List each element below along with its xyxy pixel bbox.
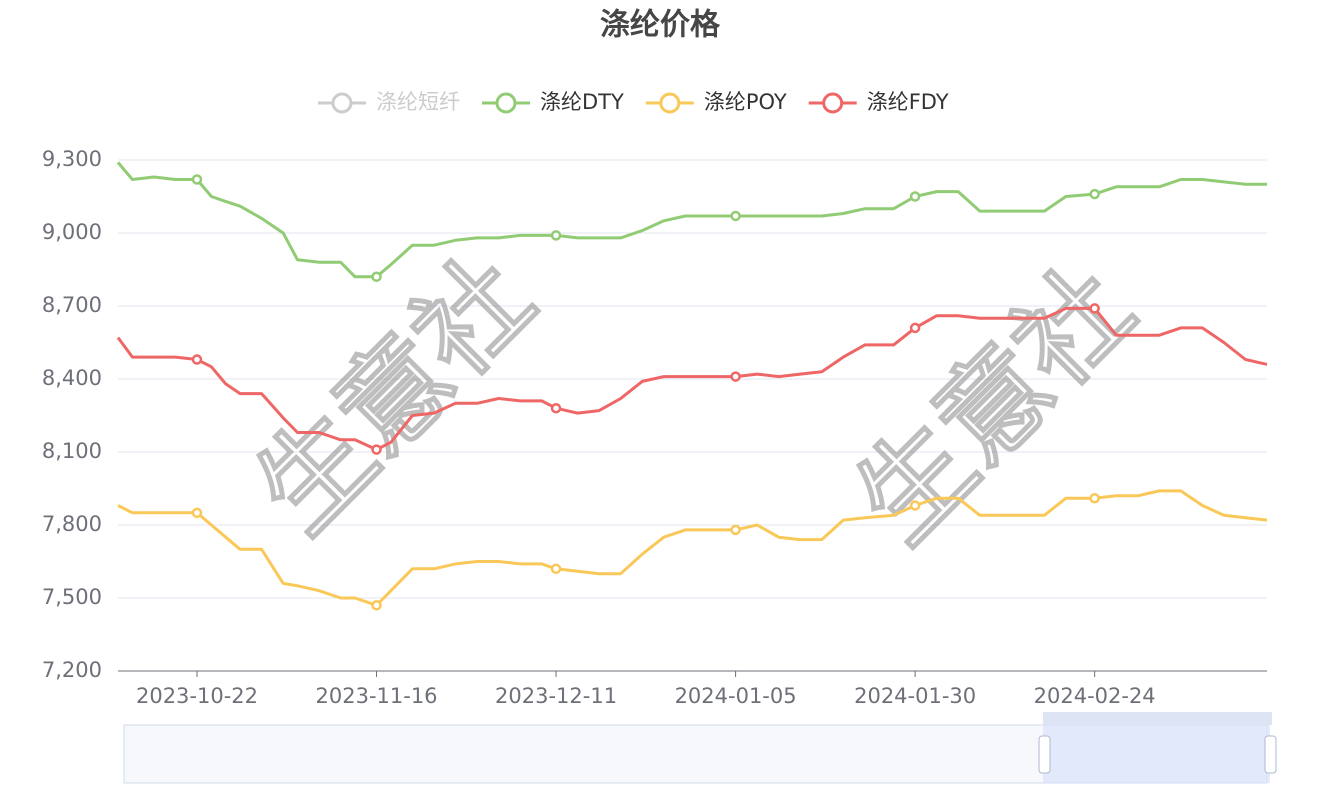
zoom-handle[interactable] bbox=[1264, 735, 1277, 774]
data-point bbox=[371, 271, 382, 283]
data-point bbox=[191, 354, 203, 365]
chart-title: 涤纶价格 bbox=[600, 8, 721, 43]
data-point bbox=[909, 500, 921, 511]
data-point bbox=[550, 402, 562, 414]
legend-item[interactable]: 涤纶DTY bbox=[482, 90, 624, 114]
y-tick-label: 9,000 bbox=[42, 220, 102, 244]
y-tick-label: 7,200 bbox=[42, 658, 102, 682]
legend: 涤纶短纤 涤纶DTY 涤纶POY 涤纶FDY bbox=[318, 90, 949, 114]
y-tick-label: 8,100 bbox=[42, 439, 102, 463]
data-point bbox=[909, 191, 921, 202]
data-zoom[interactable] bbox=[123, 712, 1277, 784]
zoom-window[interactable] bbox=[1043, 725, 1270, 783]
legend-icon bbox=[659, 92, 681, 114]
data-point bbox=[371, 600, 382, 611]
y-tick-label: 8,400 bbox=[42, 366, 102, 390]
series-line bbox=[117, 489, 1268, 607]
x-tick-label: 2023-11-16 bbox=[316, 684, 438, 708]
plot-area: 7,200 7,500 7,800 8,100 8,400 8,700 9,000 9,300… bbox=[42, 147, 1268, 708]
y-tick-label: 8,700 bbox=[42, 293, 102, 317]
data-point bbox=[550, 230, 562, 241]
legend-icon bbox=[822, 92, 844, 114]
data-point bbox=[371, 444, 382, 455]
y-tick-label: 7,800 bbox=[42, 512, 102, 536]
series-line bbox=[116, 161, 1267, 279]
x-tick-label: 2023-10-22 bbox=[136, 684, 258, 708]
data-point bbox=[1089, 303, 1100, 314]
y-tick-label: 9,300 bbox=[42, 147, 102, 171]
legend-item[interactable]: 涤纶FDY bbox=[808, 90, 949, 114]
data-point bbox=[1089, 492, 1100, 504]
data-point bbox=[191, 507, 203, 519]
watermark: 生意社 bbox=[833, 243, 1157, 567]
watermark: 生意社 bbox=[233, 233, 557, 557]
legend-icon bbox=[495, 92, 517, 114]
x-tick-label: 2024-02-24 bbox=[1034, 684, 1156, 708]
zoom-handle[interactable] bbox=[1038, 735, 1051, 774]
data-point bbox=[191, 174, 203, 185]
data-point bbox=[730, 210, 741, 222]
legend-item[interactable]: 涤纶POY bbox=[645, 90, 787, 114]
y-tick-label: 7,500 bbox=[42, 585, 102, 609]
legend-label: 涤纶POY bbox=[704, 90, 787, 114]
x-tick-label: 2024-01-30 bbox=[854, 684, 976, 708]
x-tick-label: 2024-01-05 bbox=[675, 684, 797, 708]
data-point bbox=[730, 371, 741, 382]
data-point bbox=[1089, 188, 1100, 200]
x-tick-label: 2023-12-11 bbox=[495, 684, 617, 708]
legend-label: 涤纶DTY bbox=[540, 90, 624, 114]
data-point bbox=[909, 322, 921, 334]
legend-label: 涤纶短纤 bbox=[376, 90, 460, 114]
legend-item[interactable]: 涤纶短纤 bbox=[318, 90, 460, 114]
series-line bbox=[116, 306, 1268, 452]
legend-icon bbox=[331, 92, 353, 114]
data-point bbox=[730, 524, 741, 536]
legend-label: 涤纶FDY bbox=[867, 90, 949, 114]
data-point bbox=[550, 563, 562, 575]
zoom-bar[interactable] bbox=[1043, 712, 1272, 725]
